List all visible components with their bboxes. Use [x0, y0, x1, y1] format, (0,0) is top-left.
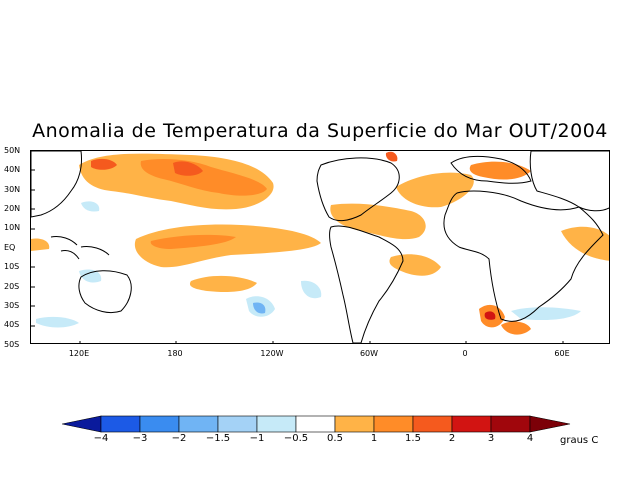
colorbar-swatch-4	[217, 415, 258, 433]
colorbar-swatch-0	[62, 415, 102, 433]
anomaly-south-indian-cool	[511, 307, 581, 321]
continent-outlines	[31, 151, 609, 343]
anomaly-atlantic-warm	[330, 172, 474, 240]
lat-label-20s: 20S	[4, 282, 20, 291]
lat-label-eq: EQ	[4, 243, 16, 252]
colorbar-swatch-12	[529, 415, 571, 433]
colorbar-swatch-9	[412, 415, 453, 433]
sst-anomaly-map	[30, 150, 610, 344]
lat-label-20n: 20N	[4, 204, 21, 213]
anomaly-southern-cool	[36, 316, 79, 328]
anomaly-indian-ocean-warm	[561, 226, 609, 261]
lon-label-120e: 120E	[68, 349, 90, 358]
colorbar-swatch-5	[256, 415, 297, 433]
warm-anomaly-regions	[31, 151, 609, 335]
lat-label-40n: 40N	[4, 165, 21, 174]
south-america-outline	[329, 225, 404, 343]
australia-outline	[78, 270, 132, 314]
colorbar-swatch-2	[139, 415, 180, 433]
lon-label-0: 0	[462, 349, 468, 358]
lon-label-60e: 60E	[554, 349, 570, 358]
colorbar-label-10: 3	[487, 433, 495, 444]
colorbar-swatch-8	[373, 415, 414, 433]
africa-outline	[443, 190, 604, 322]
anomaly-south-pacific-colder	[253, 302, 266, 314]
anomaly-north-atlantic-core	[385, 151, 398, 162]
colorbar-swatch-10	[451, 415, 492, 433]
lat-label-50n: 50N	[4, 146, 21, 155]
colorbar-swatch-7	[334, 415, 375, 433]
lon-label-60w: 60W	[359, 349, 379, 358]
colorbar-swatch-11	[490, 415, 531, 433]
anomaly-north-pacific-hot	[91, 158, 203, 176]
colorbar-label-4: −1	[249, 433, 265, 444]
colorbar-label-8: 1.5	[405, 433, 421, 444]
anomaly-equatorial-pacific-core	[150, 234, 236, 249]
colorbar-label-11: 4	[526, 433, 534, 444]
europe-outline	[450, 155, 532, 184]
colorbar-label-9: 2	[448, 433, 456, 444]
anomaly-south-africa-hot	[484, 311, 496, 320]
anomaly-south-pacific-cool-2	[301, 280, 322, 299]
lat-label-40s: 40S	[4, 320, 20, 329]
colorbar-label-2: −2	[171, 433, 187, 444]
anomaly-south-atlantic-warm	[389, 254, 441, 276]
colorbar-swatch-3	[178, 415, 219, 433]
north-america-outline	[316, 157, 400, 222]
anomaly-pacific-cool	[81, 201, 100, 212]
lat-label-30n: 30N	[4, 185, 21, 194]
colorbar-label-7: 1	[370, 433, 378, 444]
colorbar-label-6: 0.5	[327, 433, 343, 444]
anomaly-coral-sea-cool	[79, 269, 102, 283]
lon-label-120w: 120W	[260, 349, 284, 358]
lat-label-10s: 10S	[4, 262, 20, 271]
indonesia-outline	[50, 236, 110, 260]
colorbar-swatch-6	[295, 415, 336, 433]
map-title: Anomalia de Temperatura da Superficie do…	[32, 120, 608, 142]
lat-label-10n: 10N	[4, 223, 21, 232]
lat-label-50s: 50S	[4, 340, 20, 349]
lon-label-180: 180	[167, 349, 183, 358]
anomaly-north-pacific-core	[140, 159, 267, 196]
map-canvas	[31, 151, 609, 343]
anomaly-south-pacific-warm	[31, 238, 257, 293]
colorbar-swatch-1	[100, 415, 141, 433]
colorbar-label-1: −3	[132, 433, 148, 444]
lat-label-30s: 30S	[4, 301, 20, 310]
colorbar-label-0: −4	[93, 433, 109, 444]
colorbar	[62, 415, 571, 433]
colorbar-label-5: −0.5	[283, 433, 309, 444]
asia-outline	[31, 151, 609, 218]
anomaly-mediterranean	[469, 161, 531, 180]
anomaly-equatorial-pacific-warm	[134, 224, 321, 268]
colorbar-label-3: −1.5	[205, 433, 231, 444]
colorbar-units: graus C	[560, 435, 599, 446]
